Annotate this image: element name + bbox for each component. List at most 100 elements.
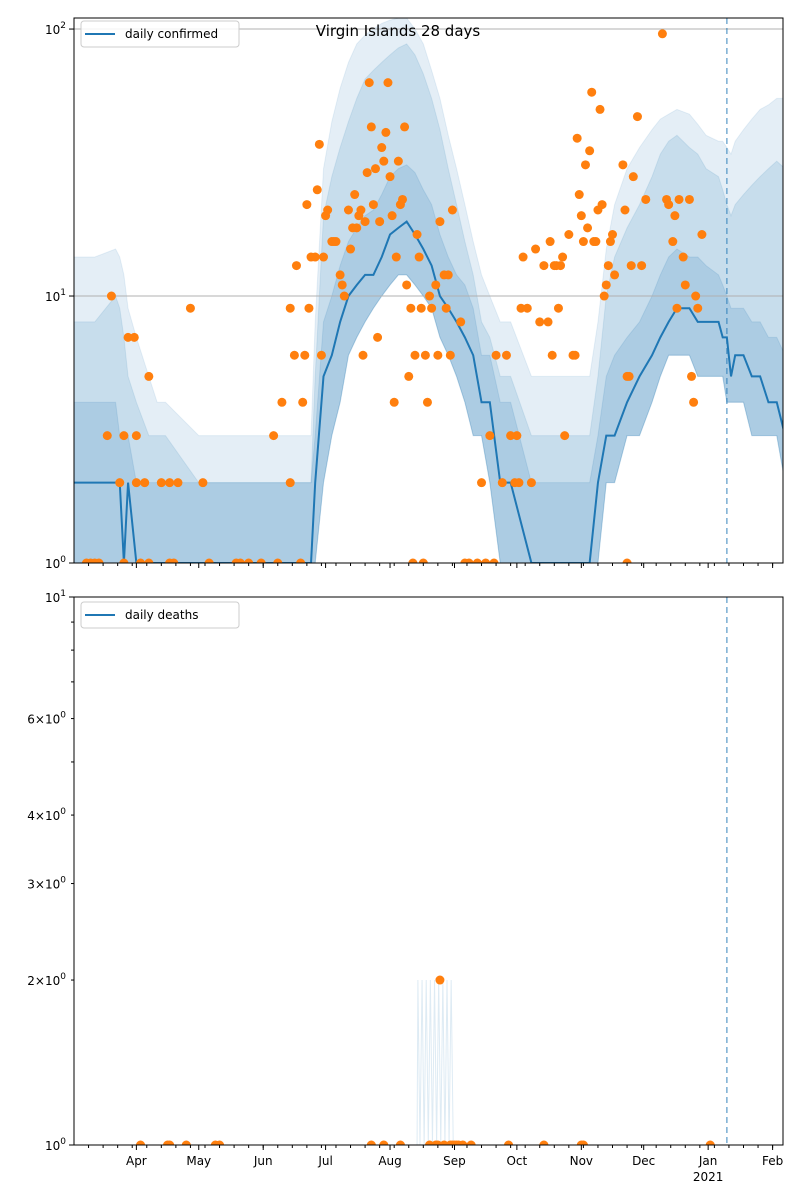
point-confirmed bbox=[501, 350, 511, 360]
point-confirmed bbox=[560, 431, 570, 441]
point-deaths bbox=[379, 1140, 389, 1145]
point-confirmed bbox=[410, 350, 420, 360]
point-confirmed bbox=[408, 558, 418, 563]
point-confirmed bbox=[129, 332, 139, 342]
point-confirmed bbox=[689, 397, 699, 407]
point-confirmed bbox=[123, 332, 133, 342]
point-confirmed bbox=[641, 194, 651, 204]
point-confirmed bbox=[693, 303, 703, 313]
x-tick-label: Jun bbox=[253, 1154, 273, 1168]
point-confirmed bbox=[144, 371, 154, 381]
legend-deaths-box bbox=[80, 601, 240, 629]
legend-confirmed-box bbox=[80, 20, 240, 48]
point-confirmed bbox=[119, 431, 129, 441]
point-confirmed bbox=[385, 172, 395, 182]
point-confirmed bbox=[678, 252, 688, 262]
point-confirmed bbox=[632, 112, 642, 122]
point-confirmed bbox=[668, 237, 678, 247]
point-confirmed bbox=[491, 350, 501, 360]
point-confirmed bbox=[304, 303, 314, 313]
point-confirmed bbox=[310, 252, 320, 262]
point-confirmed bbox=[331, 237, 341, 247]
point-confirmed bbox=[337, 280, 347, 290]
point-confirmed bbox=[366, 122, 376, 132]
point-confirmed bbox=[522, 303, 532, 313]
point-confirmed bbox=[535, 317, 545, 327]
point-confirmed bbox=[136, 558, 146, 563]
point-confirmed bbox=[697, 230, 707, 240]
point-confirmed bbox=[416, 303, 426, 313]
point-confirmed bbox=[543, 317, 553, 327]
point-confirmed bbox=[273, 558, 283, 563]
x-tick-label: Apr bbox=[126, 1154, 147, 1168]
point-confirmed bbox=[298, 397, 308, 407]
band-inner bbox=[74, 164, 783, 563]
point-confirmed bbox=[391, 252, 401, 262]
point-confirmed bbox=[425, 291, 435, 301]
y-tick-label: 3×100 bbox=[27, 876, 66, 892]
point-confirmed bbox=[375, 217, 385, 227]
point-confirmed bbox=[628, 172, 638, 182]
point-confirmed bbox=[356, 205, 366, 215]
point-confirmed bbox=[119, 558, 129, 563]
point-confirmed bbox=[558, 252, 568, 262]
point-deaths bbox=[578, 1140, 588, 1145]
point-confirmed bbox=[443, 270, 453, 280]
point-confirmed bbox=[672, 303, 682, 313]
point-confirmed bbox=[506, 431, 516, 441]
plot-area-deaths bbox=[136, 975, 715, 1145]
x-tick-label: Feb bbox=[762, 1154, 783, 1168]
line-daily-confirmed bbox=[74, 220, 783, 563]
point-confirmed bbox=[585, 146, 595, 156]
band-middle bbox=[74, 43, 783, 563]
x-tick-label: Nov bbox=[570, 1154, 593, 1168]
point-confirmed bbox=[591, 237, 601, 247]
point-confirmed bbox=[626, 261, 636, 271]
legend-deaths-label: daily deaths bbox=[125, 608, 198, 622]
point-confirmed bbox=[102, 431, 112, 441]
point-confirmed bbox=[285, 303, 295, 313]
point-confirmed bbox=[169, 558, 179, 563]
point-confirmed bbox=[302, 200, 312, 210]
point-confirmed bbox=[140, 478, 150, 488]
point-confirmed bbox=[547, 350, 557, 360]
point-confirmed bbox=[691, 291, 701, 301]
point-confirmed bbox=[144, 558, 154, 563]
point-confirmed bbox=[684, 194, 694, 204]
point-confirmed bbox=[601, 280, 611, 290]
point-confirmed bbox=[106, 291, 116, 301]
point-confirmed bbox=[481, 558, 491, 563]
y-tick-label: 102 bbox=[45, 21, 66, 37]
point-confirmed bbox=[427, 303, 437, 313]
point-confirmed bbox=[622, 558, 632, 563]
point-confirmed bbox=[680, 280, 690, 290]
point-confirmed bbox=[131, 431, 141, 441]
y-tick-label: 101 bbox=[45, 589, 66, 605]
y-tick-label: 101 bbox=[45, 288, 66, 304]
point-confirmed bbox=[323, 205, 333, 215]
point-confirmed bbox=[531, 244, 541, 254]
point-confirmed bbox=[422, 397, 432, 407]
point-confirmed bbox=[433, 350, 443, 360]
point-confirmed bbox=[285, 478, 295, 488]
legend-confirmed-label: daily confirmed bbox=[125, 27, 218, 41]
point-confirmed bbox=[296, 558, 306, 563]
point-confirmed bbox=[402, 280, 412, 290]
x-tick-label: Sep bbox=[443, 1154, 466, 1168]
point-confirmed bbox=[339, 291, 349, 301]
point-confirmed bbox=[485, 431, 495, 441]
point-confirmed bbox=[518, 252, 528, 262]
point-confirmed bbox=[605, 237, 615, 247]
point-confirmed bbox=[610, 270, 620, 280]
point-confirmed bbox=[687, 371, 697, 381]
point-confirmed bbox=[580, 160, 590, 170]
point-confirmed bbox=[277, 397, 287, 407]
point-confirmed bbox=[173, 478, 183, 488]
point-confirmed bbox=[289, 350, 299, 360]
point-deaths bbox=[705, 1140, 715, 1145]
point-confirmed bbox=[393, 156, 403, 166]
point-confirmed bbox=[346, 244, 356, 254]
point-confirmed bbox=[587, 87, 597, 97]
point-confirmed bbox=[314, 139, 324, 149]
point-confirmed bbox=[198, 478, 208, 488]
